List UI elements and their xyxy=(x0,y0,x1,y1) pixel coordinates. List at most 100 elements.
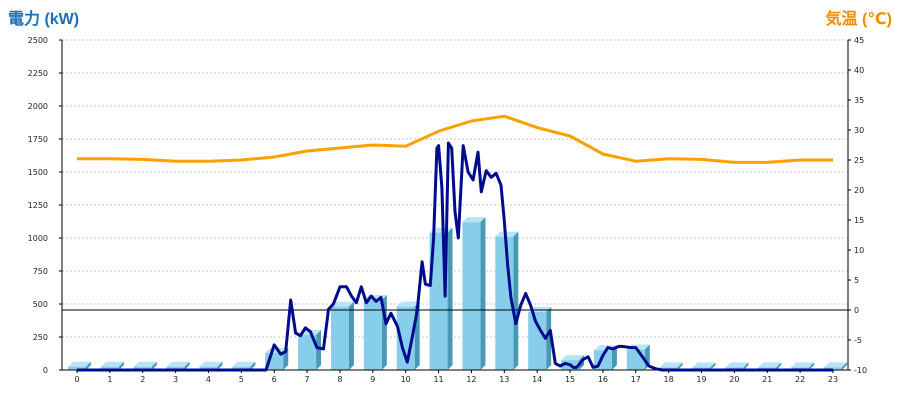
bar-side xyxy=(447,227,453,370)
bar-top xyxy=(133,361,157,367)
x-tick-label: 21 xyxy=(762,375,772,384)
bar-side xyxy=(184,361,190,370)
x-tick-label: 3 xyxy=(173,375,178,384)
x-tick-label: 23 xyxy=(828,375,838,384)
temperature-line xyxy=(77,114,833,164)
bar-side xyxy=(316,330,322,370)
bar-side xyxy=(809,362,815,370)
bar xyxy=(528,306,552,370)
power-line xyxy=(77,141,833,372)
right-tick-label: 25 xyxy=(854,156,864,165)
bar-side xyxy=(776,362,782,370)
bar-side xyxy=(118,361,124,370)
right-tick-label: 10 xyxy=(854,246,864,255)
left-tick-label: 750 xyxy=(33,267,48,276)
left-tick-label: 1750 xyxy=(28,135,48,144)
right-tick-label: 40 xyxy=(854,66,864,75)
x-tick-label: 6 xyxy=(272,375,277,384)
bar-front xyxy=(199,366,218,370)
bar-front xyxy=(100,366,119,370)
x-tick-label: 18 xyxy=(664,375,674,384)
x-tick-label: 5 xyxy=(239,375,244,384)
bar-top xyxy=(462,217,486,223)
bar-top xyxy=(396,301,420,307)
bar-side xyxy=(677,362,683,370)
bar-top xyxy=(100,361,124,367)
x-tick-label: 4 xyxy=(206,375,211,384)
bar-top xyxy=(166,361,190,367)
x-tick-label: 19 xyxy=(696,375,706,384)
left-tick-label: 1250 xyxy=(28,201,48,210)
right-tick-label: 30 xyxy=(854,126,864,135)
bar-front xyxy=(462,222,481,370)
bar-top xyxy=(692,362,716,368)
bar-top xyxy=(758,362,782,368)
bar-top xyxy=(528,306,552,312)
bar-side xyxy=(546,306,552,370)
bar xyxy=(199,361,223,370)
left-tick-label: 500 xyxy=(33,300,48,309)
x-tick-label: 13 xyxy=(499,375,509,384)
line-series xyxy=(77,114,833,372)
x-tick-label: 2 xyxy=(140,375,145,384)
bar-side xyxy=(250,361,256,370)
bar-front xyxy=(363,300,382,370)
left-tick-label: 1000 xyxy=(28,234,48,243)
bar-top xyxy=(232,361,256,367)
right-tick-label: 20 xyxy=(854,186,864,195)
right-tick-label: 5 xyxy=(854,276,859,285)
right-tick-label: -5 xyxy=(854,336,862,345)
bar-side xyxy=(743,362,749,370)
bar xyxy=(133,361,157,370)
bar-top xyxy=(199,361,223,367)
x-tick-label: 12 xyxy=(466,375,476,384)
bar-front xyxy=(330,306,349,370)
x-tick-label: 9 xyxy=(370,375,375,384)
bar-top xyxy=(68,361,91,367)
bar-series xyxy=(68,217,847,370)
x-tick-label: 15 xyxy=(565,375,575,384)
bar xyxy=(68,361,91,370)
bar-top xyxy=(561,355,585,361)
bar xyxy=(330,301,354,370)
bar-front xyxy=(528,311,547,370)
right-tick-label: -10 xyxy=(854,366,867,375)
bar-side xyxy=(480,217,486,370)
bar-top xyxy=(330,301,354,307)
bar xyxy=(100,361,124,370)
right-axis-title: 気温 (℃) xyxy=(826,9,892,28)
right-tick-label: 0 xyxy=(854,306,859,315)
bar-side xyxy=(611,345,617,370)
x-tick-label: 11 xyxy=(433,375,443,384)
x-tick-label: 8 xyxy=(337,375,342,384)
left-tick-label: 250 xyxy=(33,333,48,342)
bar-side xyxy=(513,231,519,370)
bar-front xyxy=(133,366,152,370)
x-tick-label: 14 xyxy=(532,375,542,384)
bar-front xyxy=(232,366,251,370)
right-tick-label: 15 xyxy=(854,216,864,225)
bar xyxy=(462,217,486,370)
left-tick-label: 2000 xyxy=(28,102,48,111)
bar xyxy=(232,361,256,370)
bar-top xyxy=(824,362,847,368)
bar-front xyxy=(166,366,185,370)
x-tick-label: 22 xyxy=(795,375,805,384)
right-tick-label: 35 xyxy=(854,96,864,105)
bar-side xyxy=(710,362,716,370)
left-tick-label: 2500 xyxy=(28,36,48,45)
right-tick-label: 45 xyxy=(854,36,864,45)
bar-side xyxy=(86,361,91,370)
bar-top xyxy=(791,362,815,368)
bar-side xyxy=(842,362,847,370)
bar-front xyxy=(626,349,645,370)
bar-front xyxy=(298,335,317,370)
x-tick-label: 0 xyxy=(74,375,79,384)
bar-side xyxy=(151,361,157,370)
x-tick-label: 7 xyxy=(305,375,310,384)
tick-labels: 02505007501000125015001750200022502500-1… xyxy=(28,36,867,384)
bar-side xyxy=(348,301,354,370)
x-tick-label: 1 xyxy=(107,375,112,384)
x-tick-label: 17 xyxy=(631,375,641,384)
